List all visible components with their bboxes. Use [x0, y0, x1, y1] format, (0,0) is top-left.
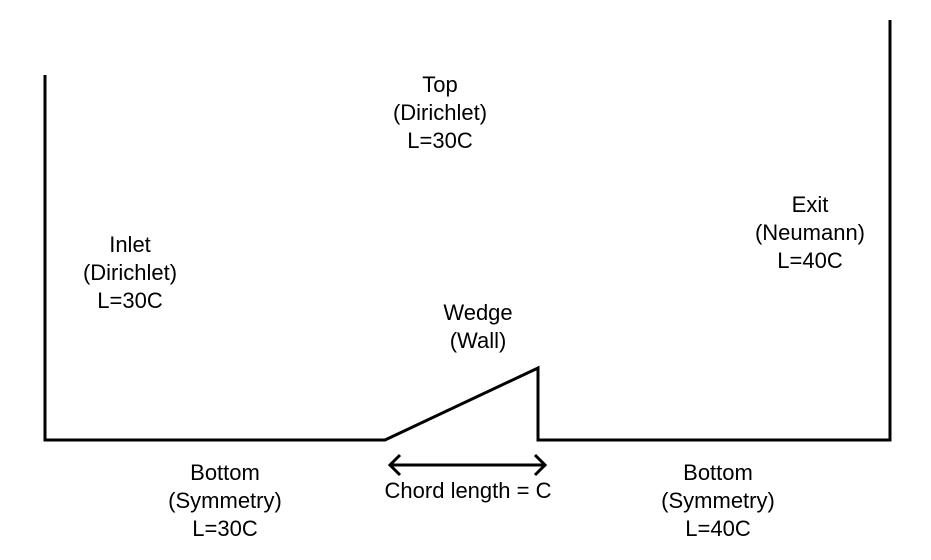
label-bottom_r: Bottom(Symmetry)L=40C: [661, 460, 775, 541]
domain-diagram: Top(Dirichlet)L=30C Inlet(Dirichlet)L=30C…: [0, 0, 931, 560]
label-exit: Exit(Neumann)L=40C: [755, 192, 865, 273]
label-top: Top(Dirichlet)L=30C: [393, 72, 487, 153]
chord-length-arrow: [390, 455, 545, 475]
label-wedge: Wedge(Wall): [443, 300, 512, 353]
label-inlet: Inlet(Dirichlet)L=30C: [83, 232, 177, 313]
label-chord: Chord length = C: [385, 478, 552, 503]
label-bottom_l: Bottom(Symmetry)L=30C: [168, 460, 282, 541]
labels-group: Top(Dirichlet)L=30C Inlet(Dirichlet)L=30C…: [83, 72, 865, 541]
